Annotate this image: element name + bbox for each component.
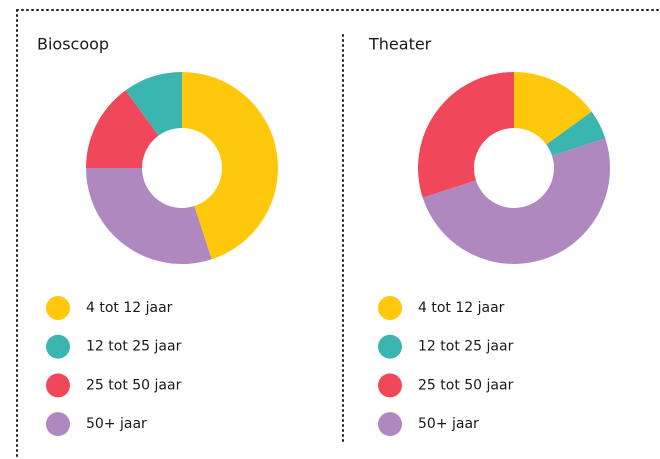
donut-slice	[514, 72, 592, 145]
donut-slice	[86, 90, 159, 168]
legend-label: 50+ jaar	[86, 416, 147, 432]
legend-label: 25 tot 50 jaar	[418, 377, 514, 393]
donut-slice	[546, 111, 606, 156]
legend-swatch	[378, 334, 402, 359]
chart-title: Theater	[368, 35, 432, 54]
legend-swatch	[46, 296, 70, 320]
chart-title: Bioscoop	[37, 35, 109, 54]
donut-slice	[182, 72, 278, 260]
donut-slice	[86, 168, 212, 264]
legend-swatch	[378, 373, 402, 398]
legend-label: 4 tot 12 jaar	[418, 300, 505, 316]
legend-swatch	[46, 373, 70, 398]
legend-label: 25 tot 50 jaar	[86, 377, 182, 393]
donut-slice	[417, 72, 514, 198]
legend-label: 12 tot 25 jaar	[418, 339, 514, 355]
donut-slice	[125, 72, 182, 136]
legend-label: 12 tot 25 jaar	[86, 339, 182, 355]
legend-swatch	[46, 412, 70, 437]
legend-label: 50+ jaar	[418, 416, 479, 432]
legend-swatch	[378, 412, 402, 437]
legend-label: 4 tot 12 jaar	[86, 300, 173, 316]
legend-swatch	[378, 296, 402, 320]
legend-swatch	[46, 334, 70, 359]
donut-slice	[422, 138, 610, 264]
